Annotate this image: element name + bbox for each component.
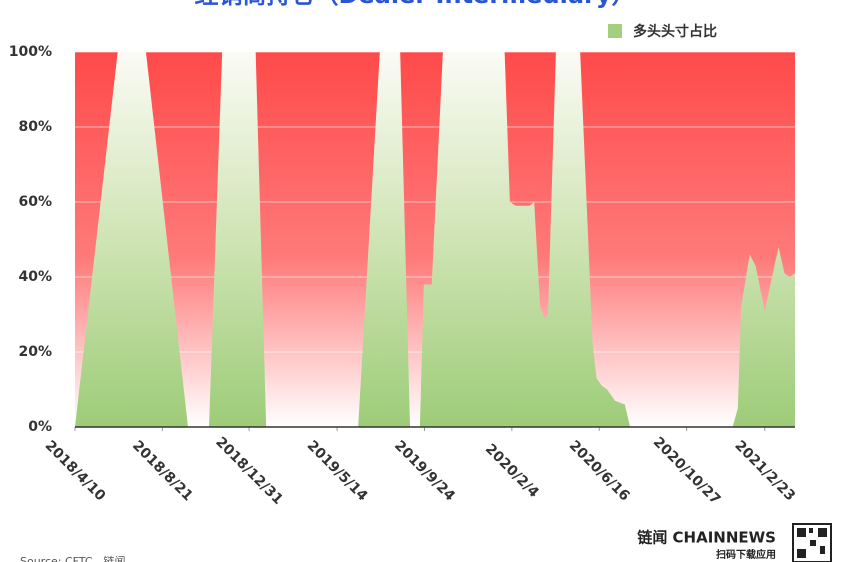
x-tick-label: 2021/2/23 xyxy=(731,438,798,505)
x-tick-label: 2019/9/24 xyxy=(391,438,458,505)
qr-code xyxy=(792,523,832,562)
x-tick-label: 2018/4/10 xyxy=(42,438,109,505)
y-tick-label: 0% xyxy=(28,419,52,435)
x-tick-label: 2020/10/27 xyxy=(650,434,724,508)
brand: 链闻 CHAINNEWS xyxy=(637,529,776,547)
x-tick-label: 2020/2/4 xyxy=(482,441,542,501)
brand-sub: 扫码下载应用 xyxy=(716,548,776,561)
x-tick-label: 2019/5/14 xyxy=(304,438,371,505)
y-tick-label: 40% xyxy=(18,269,52,285)
y-tick-label: 20% xyxy=(18,344,52,360)
x-tick-label: 2018/12/31 xyxy=(212,434,286,508)
source: Source: CFTC，链闻 xyxy=(20,554,126,562)
legend-label: 多头头寸占比 xyxy=(633,23,717,40)
area xyxy=(75,52,795,427)
legend-swatch xyxy=(608,24,622,38)
y-tick-label: 100% xyxy=(9,44,52,60)
y-tick-label: 80% xyxy=(18,119,52,135)
x-tick-label: 2020/6/16 xyxy=(566,438,633,505)
y-tick-label: 60% xyxy=(18,194,52,210)
chart-title: 经销商持仓（Dealer Intermediary） xyxy=(194,0,635,9)
x-tick-label: 2018/8/21 xyxy=(129,438,196,505)
